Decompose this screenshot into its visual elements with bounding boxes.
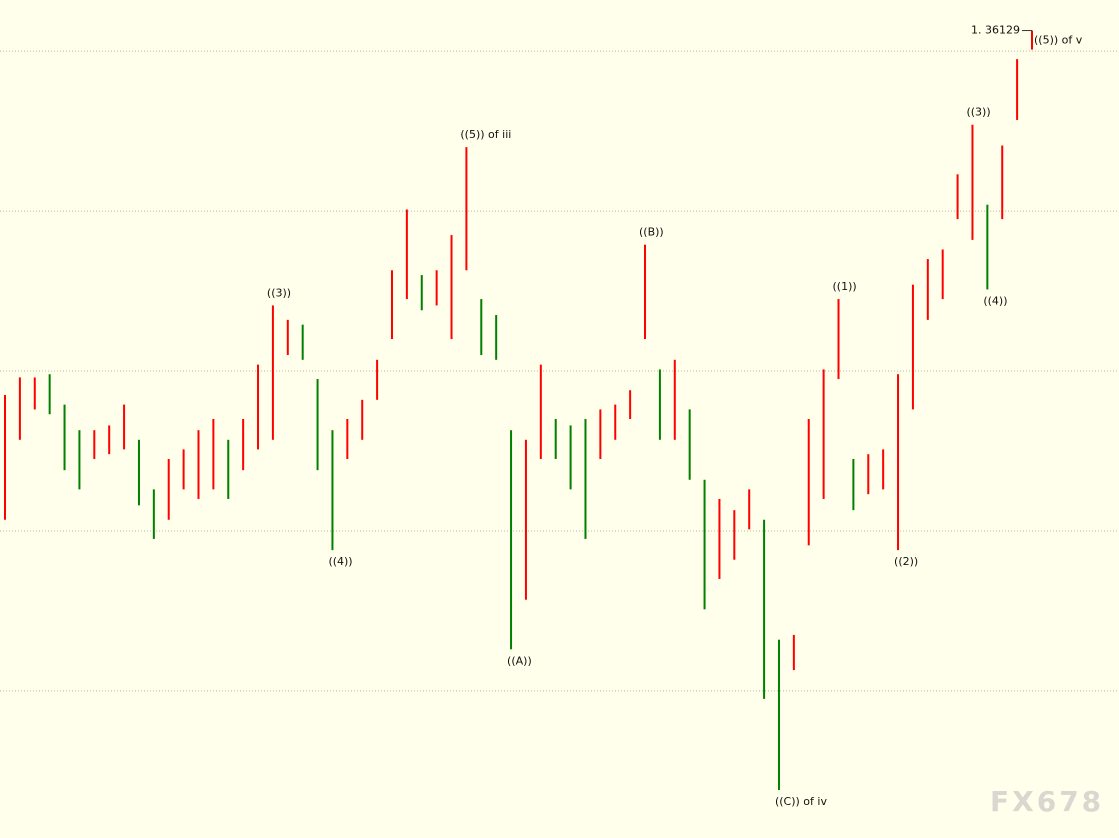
- price-bar: [108, 425, 111, 455]
- price-bar: [1016, 59, 1019, 120]
- price-bar: [971, 124, 974, 240]
- price-bar: [197, 430, 200, 499]
- price-bar: [331, 430, 334, 551]
- last-price-label: 1. 36129: [971, 24, 1020, 37]
- price-bar: [703, 479, 706, 610]
- price-bar: [420, 275, 423, 311]
- wave-label: ((C)) of iv: [775, 795, 827, 808]
- price-bar: [137, 439, 140, 506]
- price-bar: [644, 244, 647, 340]
- price-bar: [718, 498, 721, 579]
- price-bar: [33, 377, 36, 410]
- price-bar: [78, 430, 81, 490]
- price-bar: [792, 634, 795, 671]
- price-bar: [867, 454, 870, 495]
- price-bar: [271, 305, 274, 440]
- price-bar: [807, 419, 810, 546]
- price-bar: [227, 439, 230, 499]
- price-bar: [822, 369, 825, 499]
- price-bar: [301, 324, 304, 360]
- price-bar: [897, 374, 900, 551]
- price-bar: [748, 489, 751, 530]
- wave-label: ((3)): [267, 286, 291, 299]
- price-bar: [926, 259, 929, 320]
- wave-label: ((2)): [894, 555, 918, 568]
- price-bar: [1001, 145, 1004, 220]
- price-bar: [763, 519, 766, 699]
- price-bar: [688, 409, 691, 480]
- price-bar: [63, 404, 66, 471]
- price-bar: [48, 374, 51, 415]
- wave-label: ((3)): [966, 106, 990, 119]
- wave-label: ((5)) of iii: [460, 128, 511, 141]
- wave-label: ((4)): [328, 555, 352, 568]
- price-bar: [495, 315, 498, 360]
- price-bar: [777, 639, 780, 791]
- price-bar: [361, 399, 364, 440]
- price-bar: [390, 270, 393, 340]
- price-bar: [257, 364, 260, 450]
- price-bar: [212, 419, 215, 490]
- wave-label: ((A)): [507, 654, 532, 667]
- price-bar: [510, 430, 513, 650]
- price-bar: [316, 379, 319, 471]
- price-bar: [376, 359, 379, 400]
- price-bar: [673, 359, 676, 440]
- price-bar: [524, 439, 527, 600]
- wave-label: ((B)): [639, 226, 664, 239]
- wave-label: ((5)) of v: [1034, 34, 1083, 47]
- price-bar: [1031, 30, 1033, 50]
- price-bar: [986, 204, 989, 290]
- price-bar: [435, 270, 438, 306]
- price-bar: [882, 449, 885, 490]
- price-bar: [167, 458, 170, 520]
- price-bar: [405, 209, 408, 300]
- wave-label: ((4)): [983, 294, 1007, 307]
- price-bar: [465, 147, 468, 271]
- price-bar: [584, 419, 587, 539]
- price-bar: [450, 235, 453, 340]
- price-bar: [733, 510, 736, 560]
- price-bar: [182, 449, 185, 490]
- price-bar: [93, 430, 96, 459]
- price-bar: [480, 299, 483, 356]
- price-bar: [539, 364, 542, 459]
- price-bar: [852, 458, 855, 511]
- price-bar: [614, 404, 617, 440]
- price-bar: [346, 419, 349, 459]
- price-bar: [18, 377, 21, 440]
- price-bar: [286, 319, 289, 356]
- price-bar: [911, 284, 914, 410]
- price-bar: [629, 390, 632, 419]
- price-bar: [123, 404, 126, 450]
- price-bar: [837, 299, 840, 380]
- price-bar: [554, 419, 557, 459]
- price-bar: [242, 419, 245, 471]
- price-bar: [956, 174, 959, 220]
- price-bar: [152, 489, 155, 539]
- price-bar: [941, 249, 944, 300]
- price-bar: [658, 369, 661, 440]
- wave-label: ((1)): [833, 280, 857, 293]
- watermark: FX678: [990, 785, 1104, 818]
- price-bar: [569, 425, 572, 490]
- price-bar: [4, 395, 6, 520]
- price-bar: [599, 409, 602, 459]
